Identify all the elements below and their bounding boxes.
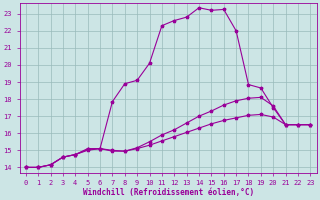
X-axis label: Windchill (Refroidissement éolien,°C): Windchill (Refroidissement éolien,°C) <box>83 188 254 197</box>
